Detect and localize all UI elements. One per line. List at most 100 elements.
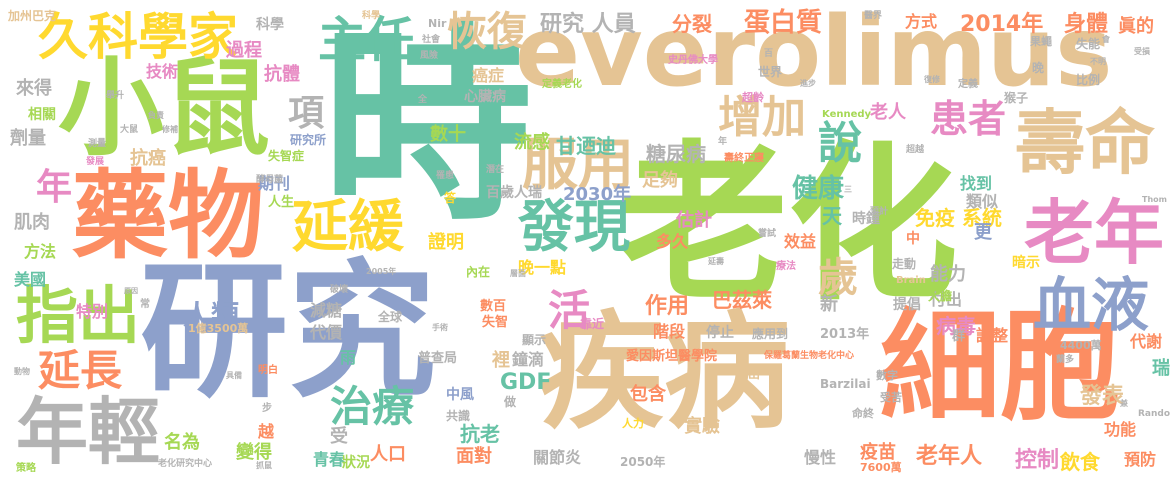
word-barzilai: Barzilai: [820, 377, 871, 391]
word-pohuai: 破壞: [330, 285, 349, 295]
word-chaoyue: 超越: [906, 145, 925, 155]
word-gongshi: 共識: [446, 409, 471, 423]
word-celiang: 測量: [88, 139, 107, 149]
word-yanhuan: 延緩: [292, 195, 404, 260]
word-baoluo: 保羅葛蘭生物老化中心: [764, 351, 855, 361]
word-tian: 天: [822, 204, 842, 228]
word-tangniaobing: 糖尿病: [646, 142, 706, 166]
word-zengjia: 增加: [718, 92, 806, 143]
word-dingyilaohua: 定義老化: [542, 79, 582, 90]
word-shouming: 壽命: [1015, 102, 1155, 184]
word-yaowu: 藥物: [72, 160, 264, 272]
word-miandui: 面對: [456, 446, 492, 467]
word-faxian: 發現: [518, 195, 630, 260]
word-yanjiu: 研究: [140, 246, 436, 418]
word-zoudong: 走動: [892, 257, 917, 271]
word-xinzangbing: 心臟病: [464, 89, 506, 105]
word-jieduan: 階段: [653, 322, 686, 341]
word-xiang: 項: [288, 93, 325, 134]
word-wan: 晚: [1032, 61, 1045, 75]
word-kexue: 科學: [256, 17, 284, 33]
word-qingchun: 青春: [313, 450, 346, 469]
word-zhiliao: 治療: [330, 382, 415, 431]
word-fangshi: 方式: [905, 12, 938, 31]
word-guoying: 果蠅: [1030, 35, 1052, 48]
word-2030: 2030年: [563, 184, 632, 205]
word-laonianren: 老年人: [916, 444, 983, 469]
word-lihuan: 罹患: [436, 171, 455, 181]
word-laohua: 老化: [618, 126, 959, 324]
word-dingyi: 定義: [958, 79, 978, 90]
word-zugou: 足夠: [642, 170, 678, 191]
word-ganxundi: 甘迺迪: [556, 134, 616, 158]
word-chaoling: 超齡: [742, 91, 764, 104]
word-dadan: 大膽: [928, 289, 953, 303]
word-houzi: 猴子: [1004, 91, 1029, 105]
word-yue: 越: [258, 422, 275, 441]
word-bai: 百: [764, 49, 774, 59]
word-zuoyong: 作用: [645, 294, 690, 319]
word-shenti: 身體: [1064, 12, 1109, 37]
word-7600: 7600萬: [860, 461, 902, 474]
word-mingzhong: 命終: [852, 407, 874, 420]
word-yanjiusuo: 研究所: [290, 133, 327, 147]
word-qun: 群: [952, 329, 966, 344]
word-jiankang: 健康: [792, 174, 845, 204]
word-shizhizheng: 失智症: [268, 149, 305, 163]
word-bazilai: 巴茲萊: [712, 288, 772, 312]
word-shoushu: 手術: [432, 323, 448, 332]
word-zhichu: 指出: [16, 279, 141, 352]
word-daixie: 代謝: [1130, 332, 1163, 351]
word-shouku: 受苦: [880, 391, 902, 404]
word-zhong: 中: [906, 231, 920, 247]
word-zhengming: 證明: [428, 232, 464, 253]
word-kongzhi: 控制: [1015, 448, 1060, 473]
word-hui: 會: [1102, 35, 1110, 44]
word-kangai: 抗癌: [130, 148, 166, 169]
word-zhaodao: 找到: [960, 174, 993, 193]
word-jusheng: 舉升: [106, 91, 125, 101]
word-brain: Brain: [896, 275, 926, 286]
word-zhende: 眞的: [1118, 16, 1154, 37]
word-fuyong: 服用: [522, 133, 634, 198]
word-yinshi: 飲食: [1060, 450, 1100, 474]
word-shuo: 說: [818, 118, 862, 169]
word-yanshou: 延壽: [708, 257, 724, 266]
word-baohan: 包含: [630, 384, 666, 405]
word-chang: 常: [140, 299, 150, 310]
word-rensheng: 人生: [268, 195, 295, 210]
word-jirou: 肌肉: [14, 212, 50, 233]
word-yiyi: 1億3500萬: [188, 322, 249, 335]
word-shou: 受: [330, 426, 348, 447]
word-guanjieyan: 關節炎: [533, 448, 582, 467]
word-qianzai: 潛在: [486, 165, 505, 175]
word-shubai: 數百: [480, 299, 507, 314]
word-rui: 瑞: [1152, 358, 1170, 379]
word-gdf: GDF: [500, 370, 552, 395]
word-xueye: 血液: [1033, 271, 1150, 339]
word-kanglao: 抗老: [460, 422, 500, 446]
word-wanyidian: 晚一點: [518, 258, 567, 277]
word-jiaomu: 酵母菌: [256, 175, 284, 185]
word-qikan: 期刊: [258, 174, 291, 193]
word-laohuazhongxin: 老化研究中心: [158, 459, 213, 469]
word-thom: Thom: [1142, 195, 1167, 204]
word-yijie: 醫界: [864, 11, 883, 21]
word-zhuashu: 抓鼠: [256, 461, 272, 470]
word-manxing: 慢性: [804, 448, 837, 467]
word-xiaoshu: 小鼠: [58, 47, 270, 170]
word-aizheng: 癌症: [472, 66, 505, 85]
word-yu: 雨: [340, 348, 357, 367]
word-shizhong: 時鐘: [852, 211, 880, 227]
word-nianqing: 年輕: [16, 390, 161, 474]
word-fuchu: 付出: [930, 290, 963, 309]
word-2013: 2013年: [820, 327, 870, 342]
word-jiukexuejia: 久科學家: [38, 8, 238, 66]
word-celue: 策略: [16, 463, 36, 474]
word-shi: 時: [322, 4, 533, 249]
word-buming: 不明: [1090, 57, 1106, 66]
word-zhongfeng: 中風: [446, 387, 474, 403]
word-fazhan: 發展: [86, 157, 105, 167]
word-biande: 變得: [236, 442, 272, 463]
